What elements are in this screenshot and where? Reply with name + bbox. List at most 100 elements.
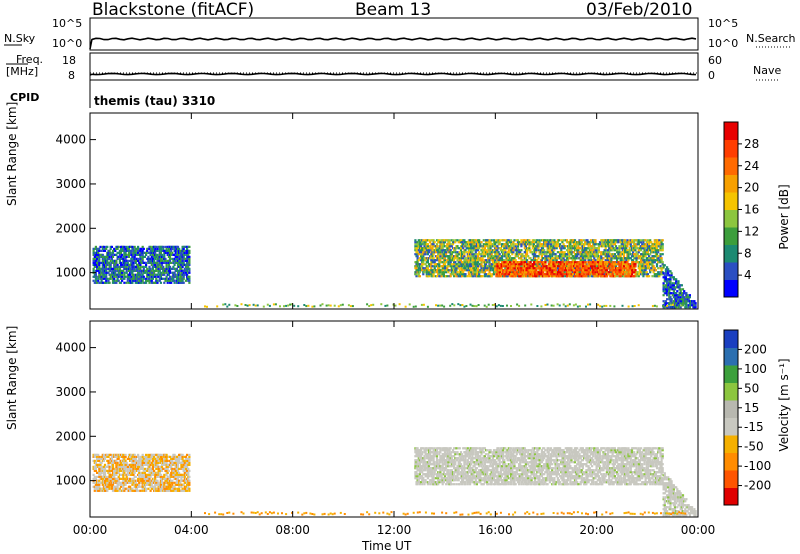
echo-cell xyxy=(93,485,96,488)
echo-cell xyxy=(132,257,135,260)
echo-cell xyxy=(675,296,678,299)
echo-cell xyxy=(572,275,575,278)
echo-cell xyxy=(103,471,107,474)
echo-cell xyxy=(457,267,460,270)
echo-cell xyxy=(641,267,644,270)
echo-cell xyxy=(567,241,570,244)
echo-cell xyxy=(679,298,682,301)
echo-cell xyxy=(681,302,685,305)
echo-cell xyxy=(441,255,444,258)
echo-cell xyxy=(478,241,481,244)
echo-cell xyxy=(675,298,678,301)
echo-cell xyxy=(575,263,578,266)
echo-cell xyxy=(568,253,571,256)
echo-cell xyxy=(628,243,631,246)
echo-cell xyxy=(667,288,670,291)
echo-cell xyxy=(600,263,603,266)
echo-cell xyxy=(668,286,671,289)
echo-cell xyxy=(297,305,300,308)
echo-cell xyxy=(506,304,508,307)
echo-cell xyxy=(618,245,621,248)
echo-cell xyxy=(129,245,132,248)
echo-cell xyxy=(644,253,647,256)
echo-cell xyxy=(92,249,95,252)
echo-cell xyxy=(439,275,442,278)
echo-cell xyxy=(571,265,574,268)
echo-cell xyxy=(520,271,523,274)
echo-cell xyxy=(578,239,581,242)
echo-cell xyxy=(100,471,103,474)
echo-cell xyxy=(521,273,524,276)
echo-cell xyxy=(145,281,148,284)
echo-cell xyxy=(571,239,574,242)
echo-cell xyxy=(558,261,561,264)
echo-cell xyxy=(619,265,622,268)
echo-cell xyxy=(172,275,175,278)
echo-cell xyxy=(116,263,119,266)
echo-cell xyxy=(139,259,142,262)
echo-cell xyxy=(441,251,444,254)
echo-cell xyxy=(527,255,530,258)
echo-cell xyxy=(186,249,189,252)
echo-cell xyxy=(601,253,604,256)
echo-cell xyxy=(127,253,131,256)
echo-cell xyxy=(114,267,117,270)
echo-cell xyxy=(424,239,427,242)
echo-cell xyxy=(174,259,177,262)
echo-cell xyxy=(179,251,182,254)
echo-cell xyxy=(635,275,638,278)
echo-cell xyxy=(140,281,143,284)
echo-cell xyxy=(151,273,154,276)
echo-cell xyxy=(418,257,421,260)
echo-cell xyxy=(552,267,555,270)
echo-cell xyxy=(414,243,417,246)
echo-cell xyxy=(466,259,469,262)
echo-cell xyxy=(106,253,109,256)
echo-cell xyxy=(601,241,604,244)
echo-cell xyxy=(132,263,135,266)
echo-cell xyxy=(525,273,528,276)
echo-cell xyxy=(477,267,480,270)
echo-cell xyxy=(676,284,679,287)
echo-cell xyxy=(687,298,690,301)
echo-cell xyxy=(569,251,572,254)
echo-cell xyxy=(488,243,491,246)
echo-cell xyxy=(546,275,549,278)
echo-cell xyxy=(561,245,564,248)
echo-cell xyxy=(521,255,524,258)
echo-cell xyxy=(530,259,533,262)
echo-cell xyxy=(505,247,508,250)
echo-cell xyxy=(130,259,133,262)
echo-cell xyxy=(471,259,474,262)
echo-cell xyxy=(305,305,308,308)
echo-cell xyxy=(109,453,112,456)
echo-cell xyxy=(652,259,655,262)
echo-cell xyxy=(456,257,459,260)
echo-cell xyxy=(100,253,103,256)
echo-cell xyxy=(147,255,150,258)
echo-cell xyxy=(93,487,96,490)
echo-cell xyxy=(470,271,473,274)
echo-cell xyxy=(134,275,137,278)
echo-cell xyxy=(98,483,101,486)
echo-cell xyxy=(608,259,611,262)
echo-cell xyxy=(612,269,615,272)
echo-cell xyxy=(486,261,489,264)
echo-cell xyxy=(584,263,587,266)
echo-cell xyxy=(650,261,653,264)
echo-cell xyxy=(109,473,112,476)
echo-cell xyxy=(643,259,646,262)
echo-cell xyxy=(430,267,433,270)
echo-cell xyxy=(155,253,158,256)
echo-cell xyxy=(441,269,444,272)
echo-cell xyxy=(635,261,638,264)
echo-cell xyxy=(497,269,500,272)
echo-cell xyxy=(103,477,107,480)
echo-cell xyxy=(547,261,550,264)
echo-cell xyxy=(285,304,288,307)
echo-cell xyxy=(578,257,581,260)
echo-cell xyxy=(617,269,620,272)
echo-cell xyxy=(473,267,476,270)
echo-cell xyxy=(548,273,552,276)
echo-cell xyxy=(166,249,169,252)
